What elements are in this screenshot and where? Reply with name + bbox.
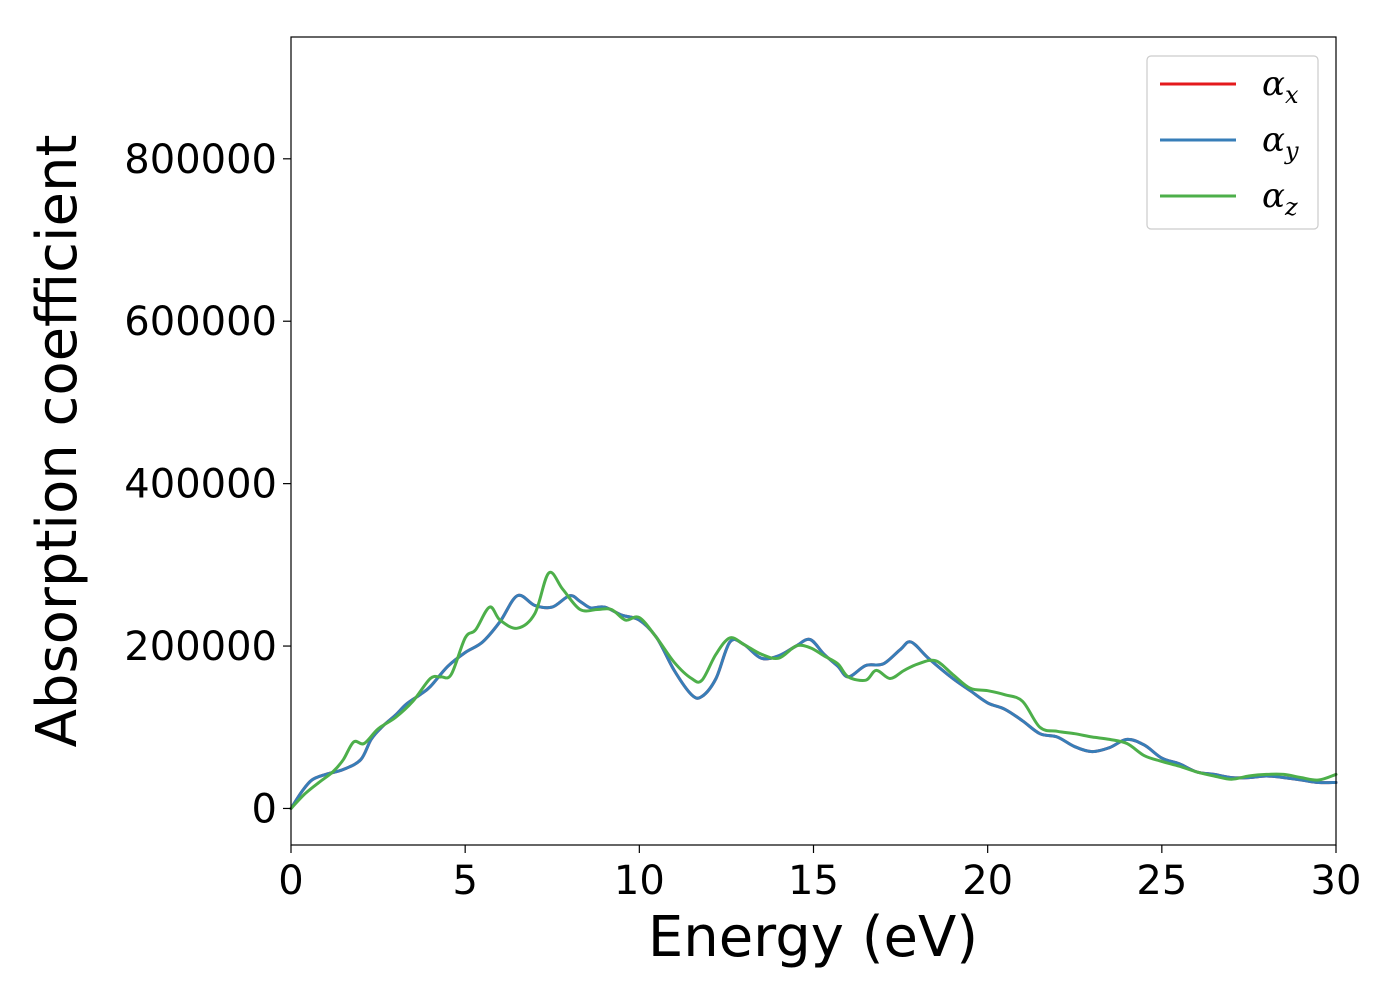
- legend-label-x: αx: [1262, 64, 1299, 109]
- y-tick-label: 600000: [124, 299, 277, 345]
- legend-box: [1146, 55, 1319, 230]
- y-tick-label: 800000: [124, 137, 277, 183]
- legend-label-z: αz: [1262, 176, 1298, 221]
- y-tick-label: 400000: [124, 462, 277, 508]
- x-tick-label: 30: [1311, 858, 1362, 904]
- x-tick-label: 5: [452, 858, 477, 904]
- y-axis-title: Absorption coefficient: [25, 135, 90, 748]
- series-line-y: [289, 593, 1338, 810]
- x-axis-title: Energy (eV): [648, 905, 978, 970]
- series-line-z: [289, 570, 1338, 810]
- x-tick-label: 25: [1136, 858, 1187, 904]
- x-axis-ticks: 0 5 10 15 20 25 30: [278, 845, 1361, 904]
- y-axis-ticks: 0 200000 400000 600000 800000: [124, 137, 291, 832]
- legend-label-y: αy: [1262, 120, 1299, 165]
- series-layer: [289, 570, 1338, 810]
- y-tick-label: 0: [252, 786, 277, 832]
- x-tick-label: 15: [788, 858, 839, 904]
- legend: αx αy αz: [1146, 55, 1319, 230]
- y-tick-label: 200000: [124, 624, 277, 670]
- series-line-x: [289, 593, 1338, 810]
- x-tick-label: 0: [278, 858, 303, 904]
- x-tick-label: 20: [962, 858, 1013, 904]
- x-tick-label: 10: [614, 858, 665, 904]
